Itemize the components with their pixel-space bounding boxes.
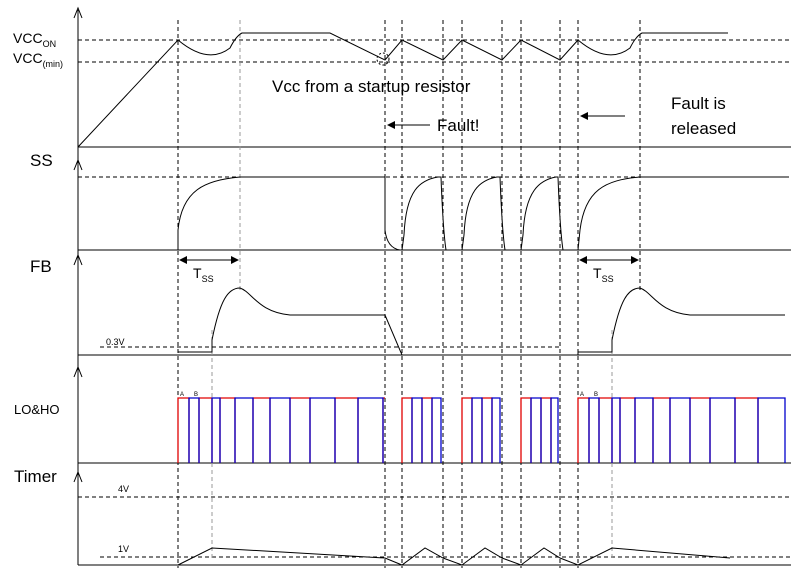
axis-arrow-timer [73, 470, 83, 483]
lo-ho-pulses [177, 397, 786, 463]
reference-lines [78, 39, 791, 558]
ho-pulses-4 [530, 397, 559, 463]
phase-b-tag-2: B [594, 392, 599, 398]
v1-label: 1V [118, 544, 130, 554]
lo-pulses-2 [401, 397, 433, 463]
vcc-min-marker [376, 52, 390, 66]
ho-pulses-3 [471, 397, 501, 463]
tss-label-2: TSS [593, 265, 614, 284]
ho-pulses-1 [188, 397, 384, 463]
timer-waveform [177, 547, 731, 566]
vcc-min-label: VCC(min) [13, 50, 64, 69]
axis-arrow-vcc [73, 6, 83, 19]
axis-arrow-ss [73, 158, 83, 171]
lo-pulses-3 [461, 397, 493, 463]
lo-pulses-1 [177, 397, 385, 463]
lo-pulses-5 [577, 397, 759, 463]
ss-waveform [177, 176, 785, 251]
time-markers [177, 20, 641, 568]
ss-label: SS [30, 151, 53, 170]
release-annotation-line2: released [671, 119, 737, 138]
release-annotation-line1: Fault is [671, 94, 726, 113]
phase-b-tag-1: B [194, 392, 199, 398]
fb-waveform [178, 287, 785, 356]
vcc-on-label: VCCON [13, 30, 57, 49]
ho-pulses-5 [588, 397, 786, 463]
lo-ho-label: LO&HO [14, 402, 60, 417]
ho-pulses-2 [411, 397, 442, 463]
startup-annotation: Vcc from a startup resistor [272, 77, 471, 96]
v03-label: 0.3V [106, 337, 125, 347]
axis-arrow-lo-ho [73, 365, 83, 378]
timer-label: Timer [14, 467, 57, 486]
fault-annotation: Fault! [437, 116, 480, 135]
tss-label-1: TSS [193, 265, 214, 284]
axis-arrow-fb [73, 253, 83, 266]
v4-label: 4V [118, 484, 130, 494]
fb-label: FB [30, 257, 52, 276]
lo-pulses-4 [520, 397, 552, 463]
phase-a-tag-2: A [580, 392, 585, 398]
vcc-waveform [77, 32, 728, 148]
phase-a-tag-1: A [180, 392, 185, 398]
